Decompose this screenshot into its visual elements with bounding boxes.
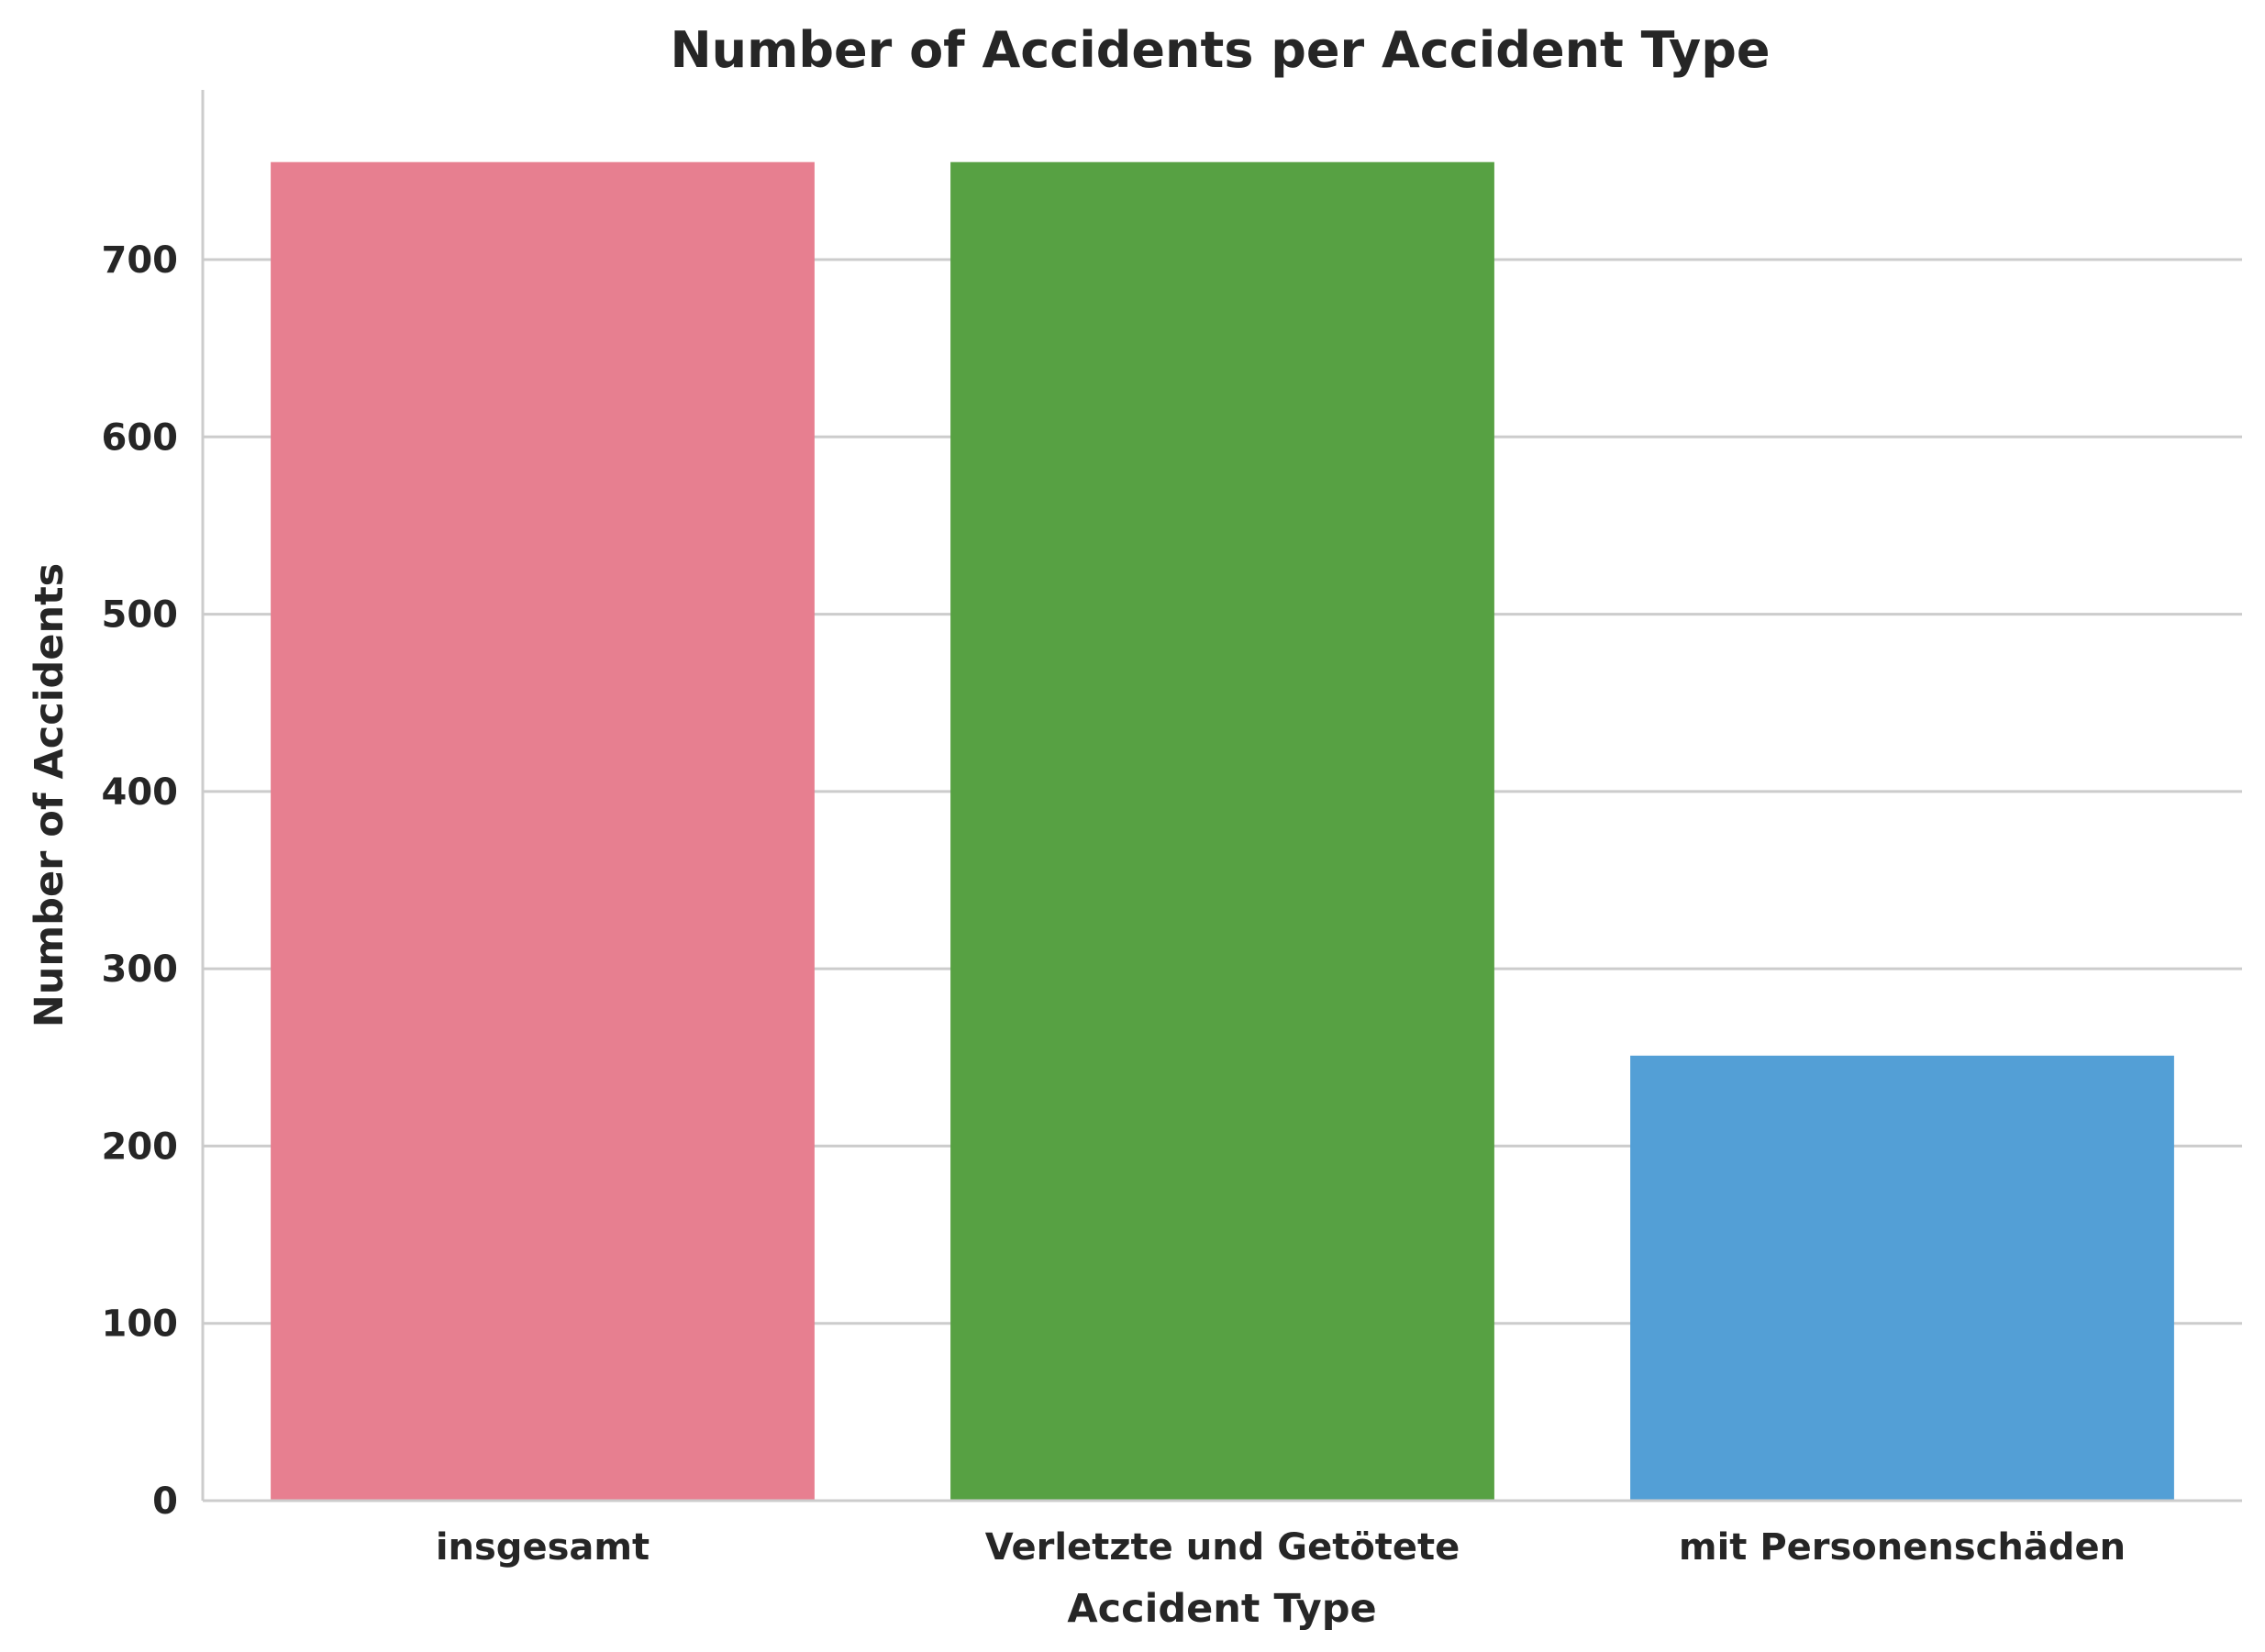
y-tick-label: 100 (102, 1303, 179, 1346)
x-tick-label: Verletzte und Getötete (985, 1526, 1460, 1569)
y-tick-label: 500 (102, 594, 179, 637)
x-tick-labels: insgesamt Verletzte und Getötete mit Perso… (436, 1526, 2126, 1569)
x-tick-label: insgesamt (436, 1526, 650, 1569)
y-axis-label: Number of Accidents (27, 563, 72, 1027)
bar (1630, 1055, 2174, 1501)
y-tick-label: 200 (102, 1125, 179, 1168)
y-tick-label: 600 (102, 416, 179, 459)
x-axis-label: Accident Type (1067, 1586, 1376, 1632)
y-tick-label: 300 (102, 948, 179, 991)
bar (950, 161, 1494, 1501)
y-tick-labels: 0 100 200 300 400 500 600 700 (102, 239, 179, 1523)
y-tick-label: 0 (152, 1480, 178, 1523)
y-tick-label: 400 (102, 771, 179, 814)
x-tick-label: mit Personenschäden (1679, 1526, 2126, 1569)
bar (271, 161, 815, 1501)
y-tick-label: 700 (102, 239, 179, 282)
chart-title: Number of Accidents per Accident Type (670, 21, 1770, 79)
bars (271, 161, 2174, 1501)
